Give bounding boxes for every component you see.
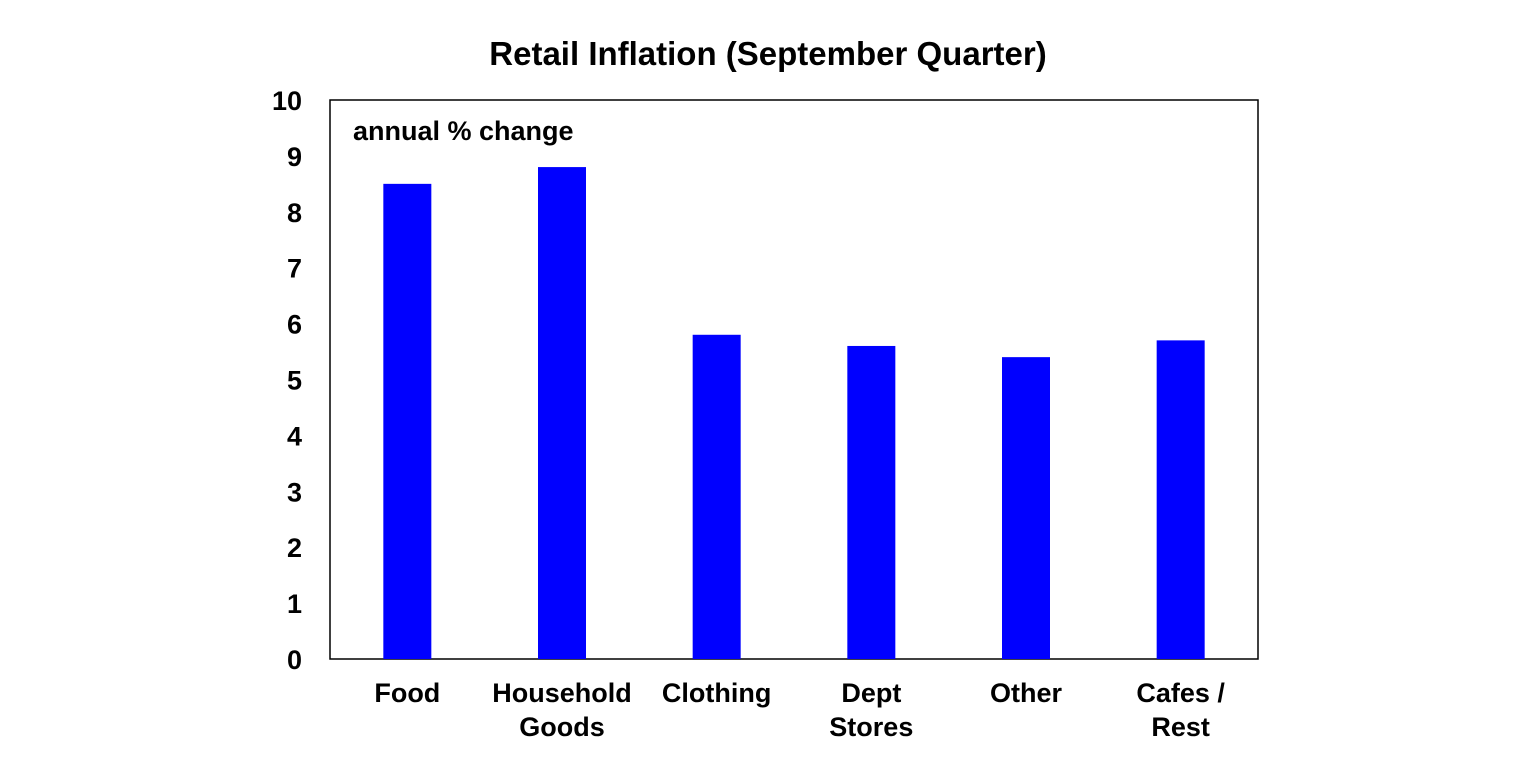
x-tick-label-line: Food <box>374 678 440 708</box>
y-tick-label: 10 <box>272 86 302 116</box>
chart-annotation: annual % change <box>353 116 574 146</box>
chart-title: Retail Inflation (September Quarter) <box>489 35 1046 72</box>
x-tick-label-line: Cafes / <box>1136 678 1225 708</box>
x-tick-label: Other <box>990 678 1063 708</box>
x-tick-label-line: Other <box>990 678 1063 708</box>
y-tick-label: 6 <box>287 310 302 340</box>
bar <box>1156 340 1205 659</box>
x-tick-label-line: Goods <box>519 712 605 742</box>
y-tick-label: 3 <box>287 477 302 507</box>
y-tick-label: 5 <box>287 366 302 396</box>
y-tick-label: 8 <box>287 198 302 228</box>
x-axis-labels: Food Household Goods Clothing Dept Stores Othe… <box>374 678 1225 742</box>
bar <box>383 183 432 659</box>
y-tick-label: 7 <box>287 254 302 284</box>
y-axis-ticks: 0 1 2 3 4 5 6 7 8 9 10 <box>272 86 302 675</box>
plot-area-frame <box>329 99 1259 660</box>
y-tick-label: 0 <box>287 645 302 675</box>
x-tick-label-line: Clothing <box>662 678 771 708</box>
y-tick-label: 9 <box>287 142 302 172</box>
bar <box>847 345 896 659</box>
x-tick-label-line: Dept <box>841 678 901 708</box>
bar <box>538 167 586 659</box>
y-tick-label: 4 <box>287 421 302 451</box>
bar <box>692 334 741 659</box>
x-tick-label-line: Household <box>492 678 632 708</box>
x-tick-label: Food <box>374 678 440 708</box>
x-tick-label: Household Goods <box>492 678 632 742</box>
x-tick-label: Clothing <box>662 678 771 708</box>
bars-group <box>383 167 1205 659</box>
x-tick-label-line: Rest <box>1151 712 1210 742</box>
y-tick-label: 1 <box>287 589 302 619</box>
x-tick-label: Cafes / Rest <box>1136 678 1225 742</box>
y-tick-label: 2 <box>287 533 302 563</box>
bar <box>1002 357 1050 659</box>
x-tick-label: Dept Stores <box>829 678 913 742</box>
x-tick-label-line: Stores <box>829 712 913 742</box>
